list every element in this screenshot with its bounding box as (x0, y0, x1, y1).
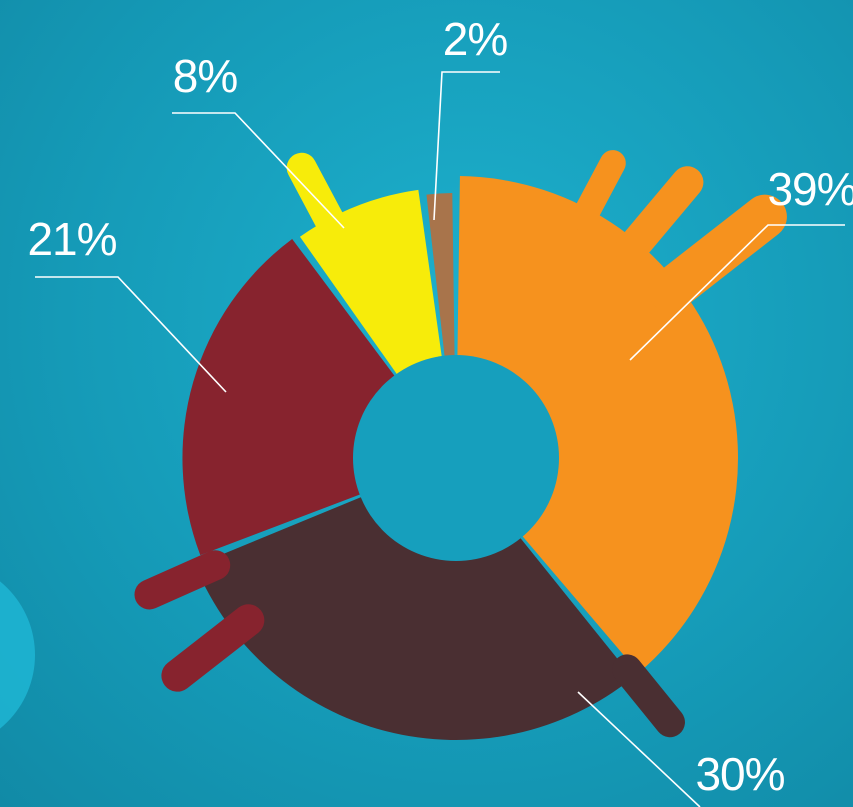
slice-1-drip-2 (614, 166, 704, 266)
slice-label-4: 8% (173, 50, 238, 102)
slice-3-drip-1 (161, 604, 265, 692)
slice-label-1: 39% (767, 163, 853, 215)
leader-line-4 (172, 112, 345, 229)
leader-line-1 (629, 224, 845, 361)
slice-2-drip-1 (612, 654, 685, 738)
drips-layer (134, 150, 787, 738)
leader-line-3 (35, 276, 227, 393)
background-decor-circle (0, 581, 35, 729)
slice-4-drip-1 (286, 152, 349, 243)
donut-hole (353, 355, 559, 561)
slice-1-drip-3 (648, 194, 787, 313)
leader-line-5 (433, 71, 500, 221)
slice-2 (195, 458, 633, 740)
leader-line-2 (577, 691, 701, 807)
labels-layer: 39% 30% 21% 8% 2% (27, 13, 853, 807)
slice-label-5: 2% (443, 13, 508, 65)
slice-label-2: 30% (695, 748, 784, 800)
slice-1-drip-1 (570, 150, 626, 231)
slice-label-3: 21% (27, 213, 116, 265)
slice-3-drip-2 (134, 550, 231, 610)
